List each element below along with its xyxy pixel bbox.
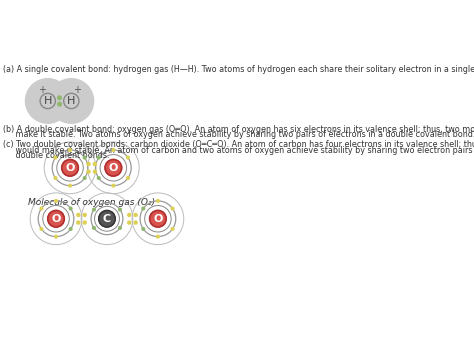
Text: (a) A single covalent bond: hydrogen gas (H—H). Two atoms of hydrogen each share: (a) A single covalent bond: hydrogen gas…	[3, 65, 474, 74]
Circle shape	[39, 207, 44, 210]
Text: O: O	[109, 163, 118, 173]
Circle shape	[82, 156, 87, 159]
Circle shape	[54, 176, 57, 180]
Circle shape	[105, 159, 122, 176]
Text: +: +	[38, 85, 46, 95]
Circle shape	[86, 169, 91, 174]
Text: Molecule of oxygen gas (O₂): Molecule of oxygen gas (O₂)	[28, 198, 155, 207]
Circle shape	[92, 226, 96, 230]
Text: make it stable. Two atoms of oxygen achieve stability by sharing two pairs of el: make it stable. Two atoms of oxygen achi…	[3, 129, 474, 139]
Circle shape	[54, 235, 58, 239]
Text: H: H	[67, 96, 75, 106]
Circle shape	[141, 227, 146, 231]
Circle shape	[92, 169, 97, 174]
Circle shape	[97, 176, 101, 180]
Text: C: C	[103, 214, 111, 224]
Circle shape	[68, 184, 72, 188]
Text: (b) A double covalent bond: oxygen gas (O═O). An atom of oxygen has six electron: (b) A double covalent bond: oxygen gas (…	[3, 125, 474, 134]
Text: (c) Two double covalent bonds: carbon dioxide (O═C═O). An atom of carbon has fou: (c) Two double covalent bonds: carbon di…	[3, 140, 474, 149]
Circle shape	[111, 184, 115, 188]
Circle shape	[150, 210, 166, 227]
Circle shape	[92, 162, 97, 166]
Circle shape	[171, 227, 174, 231]
Circle shape	[127, 213, 131, 217]
Text: double covalent bonds.: double covalent bonds.	[3, 151, 109, 159]
Circle shape	[156, 199, 160, 203]
Circle shape	[82, 213, 87, 217]
Circle shape	[76, 220, 81, 225]
Circle shape	[171, 207, 174, 210]
Circle shape	[97, 156, 101, 159]
Circle shape	[141, 207, 146, 210]
Text: +: +	[73, 85, 81, 95]
Text: O: O	[51, 214, 61, 224]
Circle shape	[69, 227, 73, 231]
Text: O: O	[65, 163, 75, 173]
Text: O: O	[153, 214, 163, 224]
Circle shape	[86, 162, 91, 166]
Text: H: H	[44, 96, 52, 106]
Text: would make it stable. An atom of carbon and two atoms of oxygen achieve stabilit: would make it stable. An atom of carbon …	[3, 146, 474, 155]
Circle shape	[62, 159, 78, 176]
Circle shape	[133, 220, 138, 225]
Circle shape	[54, 156, 57, 159]
Circle shape	[48, 210, 64, 227]
Circle shape	[76, 213, 81, 217]
Circle shape	[69, 207, 73, 210]
Circle shape	[39, 227, 44, 231]
Circle shape	[49, 79, 93, 123]
Circle shape	[54, 199, 58, 203]
Circle shape	[82, 220, 87, 225]
Circle shape	[111, 148, 115, 152]
Circle shape	[133, 213, 138, 217]
Circle shape	[126, 176, 130, 180]
Circle shape	[68, 148, 72, 152]
Circle shape	[156, 235, 160, 239]
Circle shape	[118, 208, 122, 211]
Circle shape	[127, 220, 131, 225]
Circle shape	[57, 102, 62, 107]
Circle shape	[57, 95, 62, 100]
Circle shape	[92, 208, 96, 211]
Circle shape	[126, 156, 130, 159]
Circle shape	[82, 176, 87, 180]
Circle shape	[26, 79, 70, 123]
Circle shape	[99, 210, 115, 227]
Circle shape	[118, 226, 122, 230]
